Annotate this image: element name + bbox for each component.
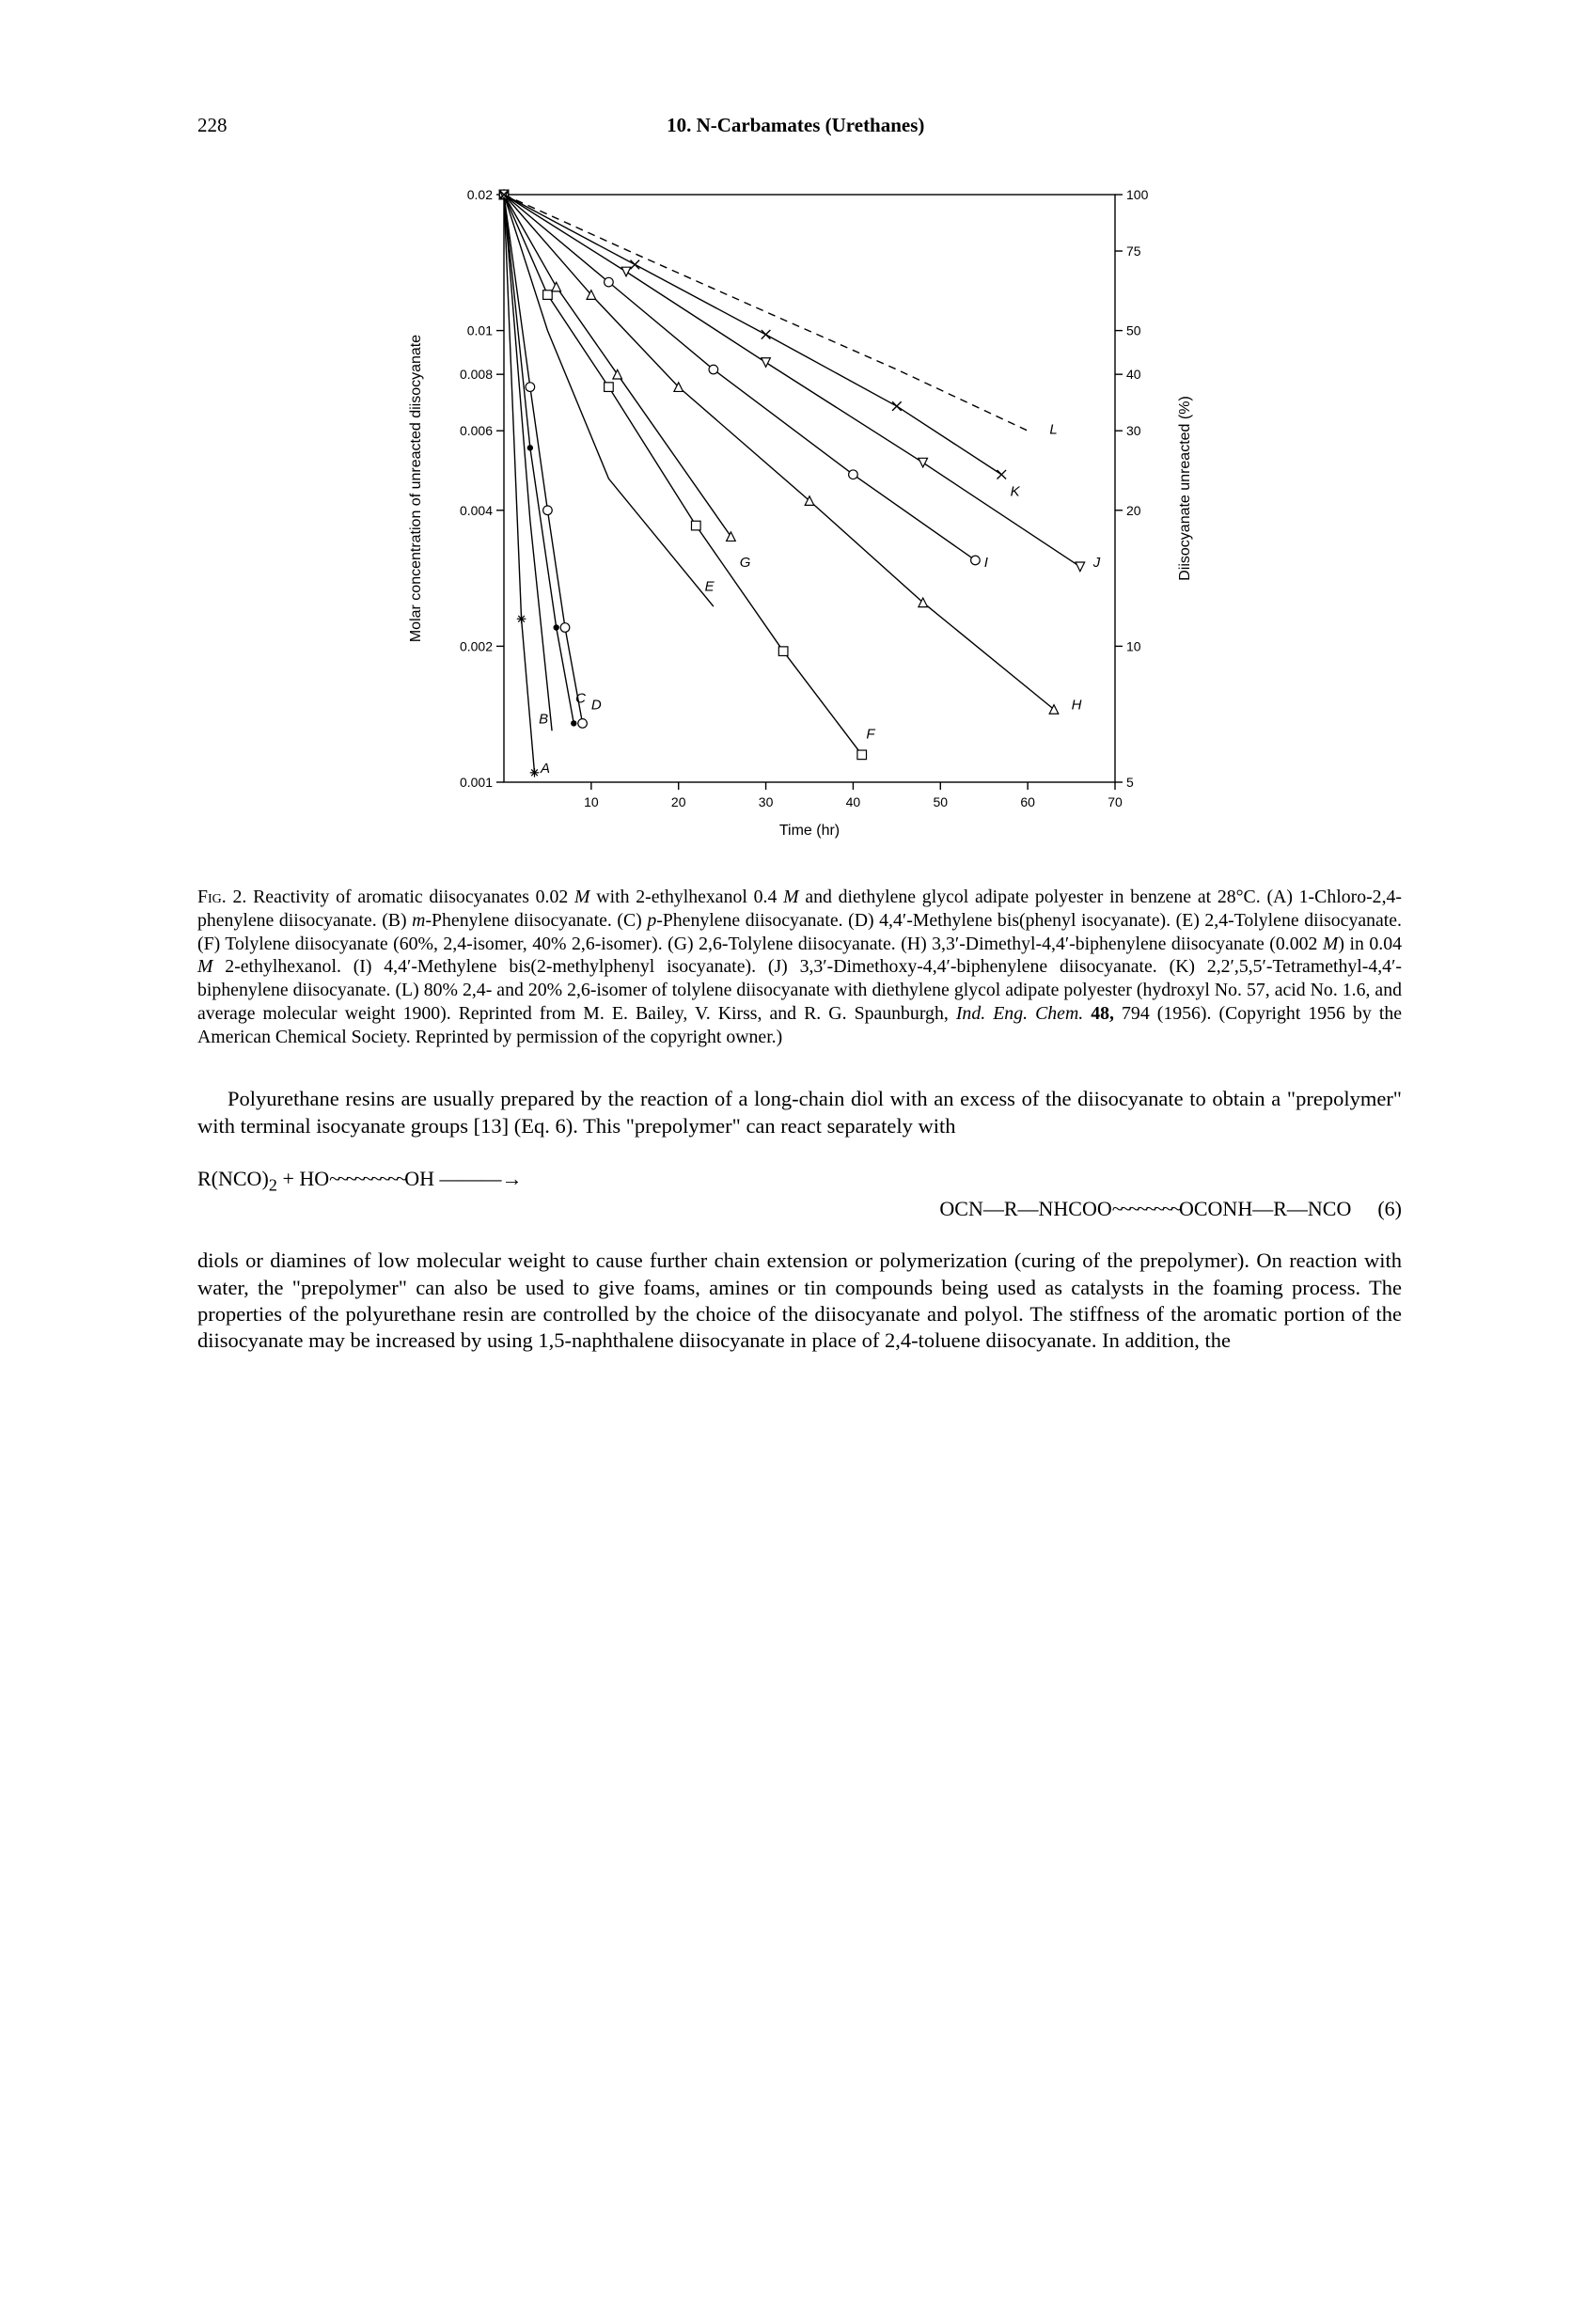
svg-text:30: 30 [758,794,773,809]
svg-text:F: F [866,727,875,743]
svg-text:Time (hr): Time (hr) [778,823,839,839]
svg-text:30: 30 [1126,423,1141,438]
svg-text:50: 50 [1126,323,1141,338]
svg-text:K: K [1010,484,1020,500]
svg-text:40: 40 [1126,367,1141,382]
svg-text:75: 75 [1126,243,1141,259]
svg-text:C: C [575,691,586,707]
svg-text:20: 20 [1126,503,1141,518]
body-para-1: Polyurethane resins are usually prepared… [197,1086,1402,1138]
page-number: 228 [197,113,228,137]
svg-text:G: G [739,555,750,571]
svg-text:5: 5 [1126,775,1134,790]
svg-text:40: 40 [845,794,860,809]
svg-text:I: I [983,555,987,571]
figure-2-chart: 10 20 30 40 50 60 70 0.001 0.002 0.004 0.006 0.008 0… [396,171,1204,848]
svg-text:0.02: 0.02 [466,187,492,202]
svg-text:10: 10 [584,794,599,809]
svg-text:L: L [1049,422,1057,438]
running-head: 228 10. N-Carbamates (Urethanes) [197,113,1402,137]
svg-text:20: 20 [670,794,685,809]
body-para-2: diols or diamines of low molecular weigh… [197,1248,1402,1354]
svg-text:H: H [1071,698,1081,714]
svg-text:Diisocyanate unreacted (%): Diisocyanate unreacted (%) [1177,396,1193,581]
svg-text:E: E [704,579,715,595]
svg-text:D: D [590,698,601,714]
svg-text:0.008: 0.008 [459,367,492,382]
svg-text:0.001: 0.001 [459,775,492,790]
svg-text:Molar concentration of unreact: Molar concentration of unreacted diisocy… [408,335,424,642]
svg-text:70: 70 [1108,794,1123,809]
svg-text:0.004: 0.004 [459,503,492,518]
figure-2-caption: Fig. 2. Reactivity of aromatic diisocyan… [197,886,1402,1048]
svg-text:0.006: 0.006 [459,423,492,438]
svg-text:J: J [1092,555,1100,571]
chapter-title: 10. N-Carbamates (Urethanes) [228,113,1365,137]
svg-text:B: B [539,712,548,728]
svg-text:0.002: 0.002 [459,639,492,654]
svg-text:50: 50 [933,794,948,809]
equation-6: R(NCO)2 + HO~~~~~~~~~OH ———→ OCN—R—NHCOO… [197,1166,1402,1222]
svg-text:A: A [540,761,550,777]
svg-text:0.01: 0.01 [466,323,492,338]
svg-text:10: 10 [1126,639,1141,654]
svg-text:60: 60 [1020,794,1035,809]
svg-text:100: 100 [1126,187,1149,202]
